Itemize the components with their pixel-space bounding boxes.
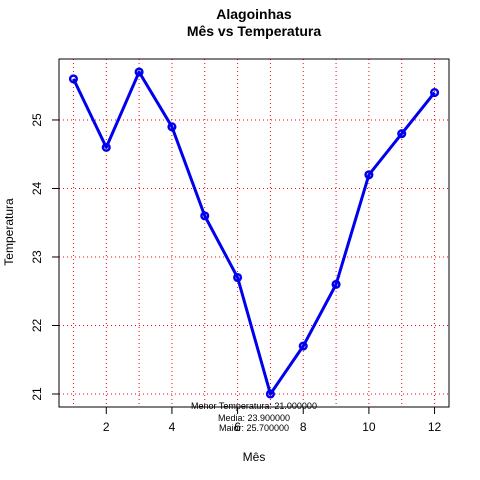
x-tick-label: 4 xyxy=(169,420,176,434)
annotation-text: Menor Temperatura: 21.000000 xyxy=(191,401,317,411)
data-point xyxy=(167,122,177,132)
series-path xyxy=(72,70,436,396)
chart-subtitle: Mês vs Temperatura xyxy=(187,23,322,39)
annotation-text: Media: 23.900000 xyxy=(218,413,290,423)
y-tick-label: 24 xyxy=(30,181,44,195)
chart-title: Alagoinhas xyxy=(216,6,292,22)
data-point xyxy=(298,341,308,351)
x-tick-label: 12 xyxy=(428,420,442,434)
data-point xyxy=(101,142,111,152)
y-tick-label: 21 xyxy=(30,387,44,401)
grid-lines xyxy=(59,59,449,407)
series-line xyxy=(68,67,440,399)
data-point xyxy=(364,170,374,180)
data-point xyxy=(233,272,243,283)
x-axis-label: Mês xyxy=(243,450,266,464)
x-tick-label: 2 xyxy=(103,420,110,434)
data-point xyxy=(265,389,275,399)
data-point xyxy=(331,279,341,289)
y-tick-label: 25 xyxy=(30,113,44,127)
data-point xyxy=(430,88,440,98)
x-tick-label: 6 xyxy=(234,420,241,434)
data-point xyxy=(134,67,144,77)
data-point xyxy=(397,129,407,139)
annotations: Menor Temperatura: 21.000000 Media: 23.90… xyxy=(191,401,317,433)
y-tick-label: 22 xyxy=(30,318,44,332)
x-tick-label: 8 xyxy=(300,420,307,434)
y-tick-label: 23 xyxy=(30,250,44,264)
x-tick-label: 10 xyxy=(362,420,376,434)
data-point xyxy=(200,211,210,221)
annotation-text: Maior: 25.700000 xyxy=(219,423,289,433)
plot-frame xyxy=(58,58,450,408)
data-point xyxy=(68,74,78,84)
y-axis-label: Temperatura xyxy=(2,198,16,266)
